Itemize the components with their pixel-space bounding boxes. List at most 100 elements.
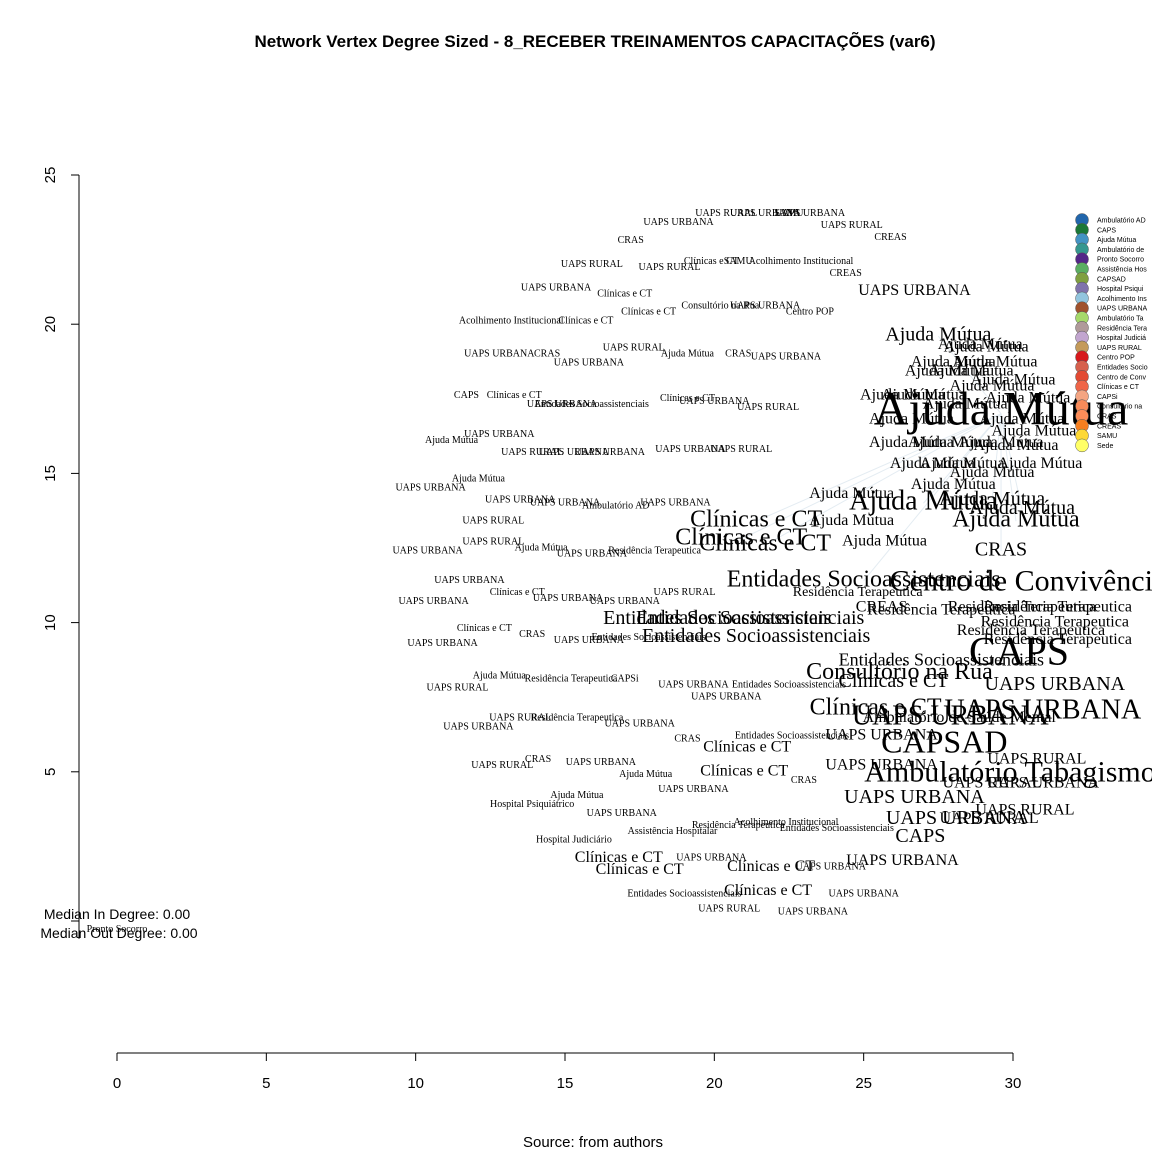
legend: Ambulatório AD CAPS Ajuda Mútua Ambulatório… xyxy=(1075,213,1148,453)
node-label: Residência Terapeutica xyxy=(793,585,924,600)
node-label: UAPS RURAL xyxy=(603,342,665,353)
node-label: Clínicas e CT xyxy=(699,531,831,557)
node-label: Clínicas e CT xyxy=(575,849,663,866)
node-label: UAPS URBANA xyxy=(658,784,729,795)
node-label: UAPS URBANA xyxy=(539,447,610,458)
node-label: Clínicas e CT xyxy=(724,882,812,899)
legend-label: CAPSi xyxy=(1097,394,1118,401)
node-label: Ajuda Mútua xyxy=(911,476,996,493)
node-label: Ajuda Mútua xyxy=(473,671,527,682)
node-label: Ajuda Mútua xyxy=(809,485,894,502)
legend-label: Hospital Judiciá xyxy=(1097,335,1146,342)
legend-label: CREAS xyxy=(1097,423,1121,430)
node-label: Clínicas e CT xyxy=(690,507,822,533)
node-label: UAPS RURAL xyxy=(695,208,757,219)
node-label: UAPS URBANA xyxy=(679,396,750,407)
edge xyxy=(755,413,1002,522)
node-label: UAPS RURAL xyxy=(462,536,524,547)
node-label: Clínicas e CT xyxy=(660,393,715,404)
node-label: Clínicas e CT xyxy=(700,762,788,779)
node-label: Acolhimento Institucional xyxy=(459,316,564,327)
y-tick-label: 5 xyxy=(42,768,59,776)
node-label: UAPS URBANA xyxy=(658,680,729,691)
node-label: CAPS xyxy=(454,390,479,401)
node-label: UAPS URBANA xyxy=(730,301,801,312)
node-label: UAPS URBANA xyxy=(557,548,628,559)
node-label: UAPS RURAL xyxy=(975,801,1074,818)
node-label: Residência Terapeutica xyxy=(867,601,1015,618)
node-label: Ajuda Mútua xyxy=(969,497,1075,519)
node-label: CRAS xyxy=(525,754,551,765)
node-label: CRAS xyxy=(519,629,545,640)
y-tick-label: 15 xyxy=(42,465,59,482)
node-label: UAPS URBANA xyxy=(730,208,801,219)
legend-label: Acolhimento Ins xyxy=(1097,296,1147,303)
node-label: Clínicas e CT xyxy=(684,256,739,267)
node-label: UAPS URBANA xyxy=(554,357,625,368)
node-label: Ajuda Mútua xyxy=(550,790,604,801)
node-label: UAPS URBANA xyxy=(605,718,676,729)
node-label: Clínicas e CT xyxy=(487,390,542,401)
node-label: UAPS RURAL xyxy=(561,259,623,270)
node-label: UAPS RURAL xyxy=(737,402,799,413)
node-label: CRAS xyxy=(534,348,560,359)
node-label: UAPS RURAL xyxy=(639,262,701,273)
node-label: Residência Terapeutica xyxy=(984,598,1132,615)
legend-label: UAPS URBANA xyxy=(1097,306,1148,313)
node-label: Ajuda Mútua xyxy=(991,422,1076,439)
node-label: UAPS URBANA xyxy=(944,695,1142,726)
x-tick-label: 15 xyxy=(557,1075,574,1092)
node-label: CAPS xyxy=(969,629,1069,674)
node-label: Ajuda Mútua xyxy=(860,386,945,403)
node-label: UAPS URBANA xyxy=(521,283,592,294)
legend-label: Centro POP xyxy=(1097,355,1135,362)
node-label: UAPS RURAL xyxy=(698,903,760,914)
node-label: CREAS xyxy=(856,598,908,615)
node-label: UAPS URBANA xyxy=(575,447,646,458)
node-label: Ajuda Mútua xyxy=(425,435,479,446)
node-label: CRAS xyxy=(674,733,700,744)
node-label: UAPS URBANA xyxy=(443,721,514,732)
node-label: Entidades Socioassistenciais xyxy=(592,632,706,643)
legend-marker xyxy=(1075,438,1089,453)
node-label: Ajuda Mútua xyxy=(971,372,1056,389)
node-label: UAPS URBANA xyxy=(527,399,598,410)
legend-label: Ambulatório AD xyxy=(1097,218,1146,225)
node-label: Ajuda Mútua xyxy=(869,434,954,451)
node-label: UAPS URBANA xyxy=(554,635,625,646)
x-tick-label: 25 xyxy=(855,1075,872,1092)
node-label: Entidades Socioassistenciais xyxy=(839,650,1044,670)
node-label: Ajuda Mútua xyxy=(911,354,996,371)
x-tick-label: 5 xyxy=(262,1075,270,1092)
node-label: UAPS URBANA xyxy=(530,498,601,509)
source-caption: Source: from authors xyxy=(523,1134,663,1151)
node-label: UAPS RURAL xyxy=(710,444,772,455)
node-label: Residência Terapeutica xyxy=(984,631,1132,648)
node-label: Consultório na Rua xyxy=(681,301,759,312)
node-label: UAPS URBANA xyxy=(691,691,762,702)
node-label: UAPS RURAL xyxy=(426,683,488,694)
node-label: UAPS RURAL xyxy=(987,751,1086,768)
x-tick-label: 30 xyxy=(1005,1075,1022,1092)
node-label: Ajuda Mútua xyxy=(950,378,1035,395)
node-label: CRAS xyxy=(791,775,817,786)
x-tick-label: 20 xyxy=(706,1075,723,1092)
node-label: UAPS URBANA xyxy=(829,888,900,899)
legend-label: Residência Tera xyxy=(1097,325,1147,332)
node-label: Residência Terapeutica xyxy=(531,712,624,723)
node-label: Entidades Socioassistenciais xyxy=(603,607,832,629)
node-label: CAPS xyxy=(895,825,945,847)
edge xyxy=(991,413,1002,501)
node-label: Entidades Socioassistenciais xyxy=(727,566,1001,592)
node-label: Ajuda Mútua xyxy=(938,336,1023,353)
node-label: Ajuda Mútua xyxy=(881,386,966,403)
node-label: Ajuda Mútua xyxy=(923,395,1008,412)
legend-label: Centro de Conv xyxy=(1097,374,1147,381)
node-label: Ajuda Mútua xyxy=(959,434,1044,451)
node-label: UAPS RURAL xyxy=(821,220,883,231)
node-label: UAPS RURAL xyxy=(943,774,1042,791)
edges xyxy=(740,335,1023,582)
node-label: Ajuda Mútua xyxy=(953,354,1038,371)
node-label: CAPSAD xyxy=(881,723,1007,759)
